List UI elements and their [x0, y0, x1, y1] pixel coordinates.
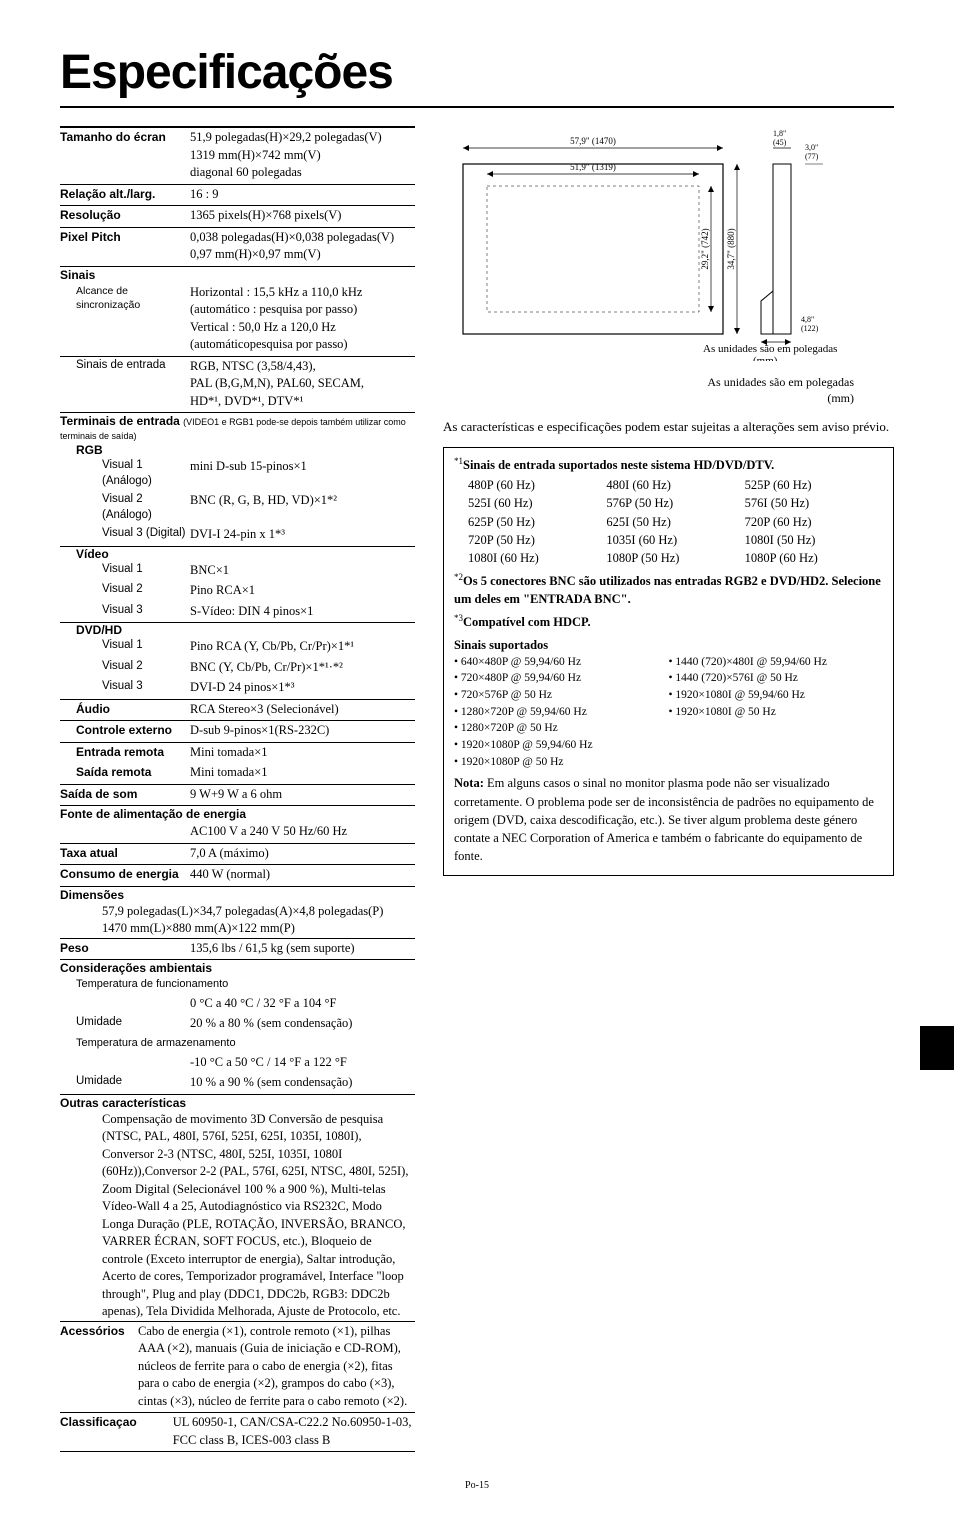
page-title: Especificações [60, 45, 894, 100]
section-head: Sinais [60, 266, 415, 283]
spec-row: AcessóriosCabo de energia (×1), controle… [60, 1321, 415, 1413]
spec-row: ÁudioRCA Stereo×3 (Selecionável) [60, 699, 415, 721]
spec-row: Tamanho do écran51,9 polegadas(H)×29,2 p… [60, 126, 415, 184]
subhead: Vídeo [60, 546, 415, 561]
spec-row: Saída de som9 W+9 W a 6 ohm [60, 784, 415, 806]
spec-row: Visual 1Pino RCA (Y, Cb/Pb, Cr/Pr)×1*¹ [60, 637, 415, 658]
spec-row: Entrada remotaMini tomada×1 [60, 742, 415, 764]
diagram-caption: As unidades são em polegadas(mm) [443, 375, 894, 406]
section-head: Considerações ambientais [60, 959, 415, 976]
right-column: 57,9" (1470) 51,9" (1319) 29,2" (742) 34… [443, 126, 894, 1452]
supported-signals: 640×480P @ 59,94/60 Hz720×480P @ 59,94/6… [454, 654, 883, 771]
spec-row: Visual 3S-Vídeo: DIN 4 pinos×1 [60, 602, 415, 623]
spec-row: Consumo de energia440 W (normal) [60, 864, 415, 886]
spec-row: Visual 2Pino RCA×1 [60, 581, 415, 602]
changes-note: As características e especificações pode… [443, 418, 894, 437]
dim-label: 57,9" (1470) [570, 136, 616, 146]
section-head: Dimensões [60, 886, 415, 903]
spec-row: Peso135,6 lbs / 61,5 kg (sem suporte) [60, 938, 415, 960]
note-box: *1Sinais de entrada suportados neste sis… [443, 447, 894, 876]
spec-row: Umidade10 % a 90 % (sem condensação) [60, 1073, 415, 1094]
diagram-caption: As unidades são em polegadas [703, 343, 837, 355]
dim-label: 1,8" [773, 129, 786, 138]
spec-row: Alcance de sincronizaçãoHorizontal : 15,… [60, 283, 415, 356]
spec-row: Controle externoD-sub 9-pinos×1(RS-232C) [60, 720, 415, 742]
outras-value: Compensação de movimento 3D Conversão de… [60, 1111, 415, 1321]
subhead: RGB [60, 443, 415, 457]
dim-label: 4,8" [801, 315, 814, 324]
section-head: Fonte de alimentação de energia [60, 805, 415, 822]
spec-row: Pixel Pitch0,038 polegadas(H)×0,038 pole… [60, 227, 415, 266]
svg-text:(77): (77) [805, 152, 819, 161]
dimension-diagram: 57,9" (1470) 51,9" (1319) 29,2" (742) 34… [443, 126, 894, 361]
section-head: Terminais de entrada (VIDEO1 e RGB1 pode… [60, 412, 415, 443]
spec-row: Temperatura de armazenamento [60, 1035, 415, 1053]
spec-row: Saída remotaMini tomada×1 [60, 763, 415, 784]
spec-row: Taxa atual7,0 A (máximo) [60, 843, 415, 865]
dim-label: 3,0" [805, 143, 818, 152]
section-head: Outras características [60, 1094, 415, 1111]
spec-row: Visual 3 (Digital)DVI-I 24-pin x 1*³ [60, 525, 415, 546]
title-underline [60, 106, 894, 108]
spec-row: -10 °C a 50 °C / 14 °F a 122 °F [60, 1053, 415, 1074]
signals-table: 480P (60 Hz)525I (60 Hz)625P (50 Hz)720P… [468, 476, 883, 567]
dim-label: 51,9" (1319) [570, 162, 616, 172]
dim-label: 29,2" (742) [700, 228, 710, 269]
svg-text:(45): (45) [773, 138, 787, 147]
spec-row: Visual 3DVI-D 24 pinos×1*³ [60, 678, 415, 699]
spec-row: AC100 V a 240 V 50 Hz/60 Hz [60, 822, 415, 843]
spec-label: Tamanho do écran [60, 129, 190, 145]
spec-row: 0 °C a 40 °C / 32 °F a 104 °F [60, 994, 415, 1015]
spec-row: Resolução1365 pixels(H)×768 pixels(V) [60, 205, 415, 227]
spec-row: Visual 1 (Análogo)mini D-sub 15-pinos×1 [60, 457, 415, 491]
spec-row: Umidade20 % a 80 % (sem condensação) [60, 1014, 415, 1035]
spec-row: ClassificaçaoUL 60950-1, CAN/CSA-C22.2 N… [60, 1412, 415, 1452]
spec-row: Visual 2BNC (Y, Cb/Pb, Cr/Pr)×1*¹·*² [60, 658, 415, 679]
page-tab [920, 1026, 954, 1070]
spec-row: Visual 1BNC×1 [60, 561, 415, 582]
spec-row: Relação alt./larg.16 : 9 [60, 184, 415, 206]
svg-text:(122): (122) [801, 324, 819, 333]
dim-label: 34,7" (880) [726, 228, 736, 269]
spec-row: Temperatura de funcionamento [60, 976, 415, 994]
spec-row: Visual 2 (Análogo)BNC (R, G, B, HD, VD)×… [60, 491, 415, 525]
dimensions-value: 57,9 polegadas(L)×34,7 polegadas(A)×4,8 … [60, 903, 415, 938]
spec-row: Sinais de entradaRGB, NTSC (3,58/4,43), … [60, 356, 415, 413]
subhead: DVD/HD [60, 622, 415, 637]
svg-text:(mm): (mm) [753, 355, 778, 361]
page-footer: Po-15 [60, 1480, 894, 1491]
spec-column: Tamanho do écran51,9 polegadas(H)×29,2 p… [60, 126, 415, 1452]
spec-value: 51,9 polegadas(H)×29,2 polegadas(V) 1319… [190, 129, 415, 182]
